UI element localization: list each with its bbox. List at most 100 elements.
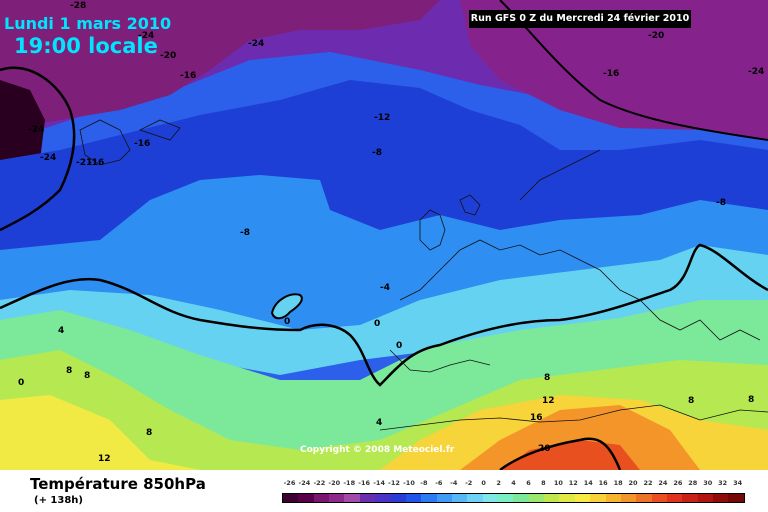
scale-swatch [421,494,437,502]
scale-swatch [728,494,744,502]
scale-tick-label: 14 [583,479,593,487]
scale-tick-label: 16 [598,479,608,487]
isotherm-label: -16 [603,69,619,79]
scale-swatch [436,494,452,502]
scale-swatch [528,494,545,502]
scale-tick-label: 2 [496,479,501,487]
scale-swatch [298,494,314,502]
isotherm-label: 0 [374,319,380,329]
scale-swatch [666,494,683,502]
scale-tick-label: 8 [541,479,546,487]
isotherm-label: -24 [40,153,56,163]
copyright-notice: Copyright © 2008 Meteociel.fr [300,445,455,455]
scale-tick-label: 30 [703,479,713,487]
isotherm-label: 0 [18,378,24,388]
scale-swatch [405,494,422,502]
isotherm-label: -24 [248,39,264,49]
isotherm-label: -12 [374,113,390,123]
coastline-europe [389,149,761,373]
scale-swatch [590,494,606,502]
orange-zone [460,405,700,470]
scale-swatch [682,494,698,502]
isotherm-label: -16 [134,139,150,149]
scale-swatch [344,494,360,502]
isotherm-20-line [499,437,622,470]
scale-tick-label: 20 [628,479,638,487]
scale-tick-label: 26 [673,479,683,487]
color-scale-bar [282,493,745,503]
scale-tick-label: 4 [511,479,516,487]
scale-tick-label: 34 [733,479,743,487]
isotherm-label: 20 [538,444,551,454]
isotherm-label: -8 [716,198,726,208]
scale-swatch [651,494,667,502]
scale-swatch [605,494,621,502]
scale-tick-label: 22 [643,479,653,487]
isotherm-zero-island [270,293,303,320]
scale-tick-label: -16 [358,479,371,487]
temperature-map: -28 -24 -20 -24 -16 -20 -24 -16 -24 -24 -16 -12 -8 -2… [0,0,768,470]
scale-swatch [375,494,391,502]
isotherm-label: 8 [146,428,152,438]
scale-tick-label: 6 [526,479,531,487]
isotherm-label: 12 [98,454,111,464]
isotherm-label: -21 [76,158,92,168]
scale-swatch [498,494,514,502]
model-run-info: Run GFS 0 Z du Mercredi 24 février 2010 [469,10,691,28]
isotherm-minus24-line [0,66,76,232]
scale-tick-label: 24 [658,479,668,487]
scale-tick-label: -6 [435,479,443,487]
legend-footer: Température 850hPa (+ 138h) -26 -24 -22 -20… [0,470,768,512]
scale-swatch [544,494,560,502]
cyan-zone [0,245,768,375]
scale-swatch [713,494,729,502]
scale-tick-label: -4 [450,479,458,487]
scale-tick-label: 12 [568,479,578,487]
scale-tick-label: -20 [328,479,341,487]
cold-zone-dark-purple [0,0,440,130]
scale-tick-label: -26 [283,479,296,487]
isotherm-label: 8 [544,373,550,383]
cold-zone-right-purple [460,0,768,140]
scale-swatch [451,494,468,502]
isotherm-label: -16 [88,158,104,168]
isotherm-label: 8 [748,395,754,405]
scale-swatch [620,494,637,502]
scale-swatch [513,494,529,502]
isotherm-label: -8 [240,228,250,238]
isotherm-label: -20 [648,31,664,41]
isotherm-label: 8 [84,371,90,381]
scale-swatch [467,494,483,502]
scale-swatch [329,494,345,502]
scale-swatch [313,494,330,502]
legend-title: Température 850hPa [30,475,206,493]
scale-tick-label: 10 [553,479,563,487]
scale-tick-label: -10 [403,479,415,487]
scale-swatch [390,494,406,502]
scale-swatch [636,494,652,502]
isotherm-label: -24 [138,31,154,41]
scale-tick-label: -2 [465,479,473,487]
coastline-greenland [79,119,181,166]
scale-tick-label: -14 [373,479,385,487]
scale-tick-label: -24 [298,479,311,487]
isotherm-label-group: -28 -24 -20 -24 -16 -20 -24 -16 -24 -24 -16 -12 -8 -2… [18,1,764,464]
isotherm-label: -24 [748,67,764,77]
isotherm-label: 8 [66,366,72,376]
scale-swatch [283,494,299,502]
isotherm-label: 12 [542,396,555,406]
isotherm-label: 4 [376,418,382,428]
color-scale-labels: -26 -24 -22 -20 -18 -16 -14 -12 -10 -8 -6 -4 -2 0 2 4 6 8… [282,479,745,487]
scale-tick-label: -12 [388,479,400,487]
isotherm-label: -4 [380,283,390,293]
scale-swatch [359,494,376,502]
forecast-time: 19:00 locale [14,34,158,58]
isotherm-label: 16 [530,413,543,423]
scale-tick-label: -8 [420,479,428,487]
isotherm-upper-right [499,0,768,141]
scale-tick-label: 32 [718,479,728,487]
isotherm-zero-line [0,243,768,387]
isotherm-label: -20 [160,51,176,61]
scale-tick-label: 18 [613,479,623,487]
